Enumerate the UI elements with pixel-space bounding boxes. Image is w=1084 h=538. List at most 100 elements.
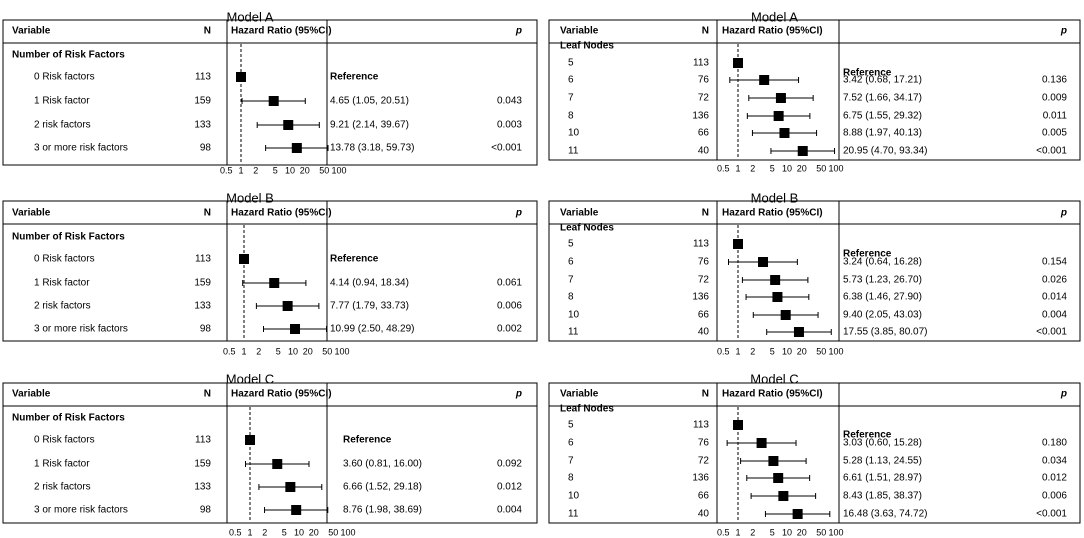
- x-tick-label: 20: [309, 527, 319, 537]
- header-variable: Variable: [560, 389, 599, 400]
- panel-frame: [2, 382, 538, 524]
- x-tick-label: 2: [256, 346, 261, 356]
- hazard-ratio-point: [285, 482, 296, 492]
- x-tick-label: 20: [797, 527, 807, 537]
- hr-ci-text: 6.66 (1.52, 29.18): [343, 482, 422, 493]
- reference-label: Reference: [843, 430, 892, 441]
- forest-panel: Model A Variable N Hazard Ratio (95%CI) p Num…: [2, 10, 538, 175]
- x-tick-label: 20: [300, 165, 310, 175]
- x-tick-label: 100: [828, 527, 843, 537]
- reference-label: Reference: [843, 249, 892, 260]
- x-tick-label: 2: [750, 346, 755, 356]
- x-tick-label: 2: [750, 527, 755, 537]
- hazard-ratio-point: [290, 324, 301, 334]
- hazard-ratio-point: [268, 96, 279, 106]
- x-tick-label: 0.5: [717, 163, 730, 173]
- row-label: 5: [568, 420, 574, 431]
- x-tick-label: 0.5: [717, 527, 730, 537]
- panel-frame: [548, 382, 1081, 524]
- hr-ci-text: 4.65 (1.05, 20.51): [330, 96, 409, 107]
- forest-panel: Model B Variable N Hazard Ratio (95%CI) p Num…: [2, 191, 538, 356]
- hr-ci-text: 13.78 (3.18, 59.73): [330, 143, 415, 154]
- p-value: 0.011: [1043, 111, 1068, 122]
- x-tick-label: 5: [770, 346, 775, 356]
- p-value: 0.154: [1042, 257, 1067, 268]
- row-label: 3 or more risk factors: [34, 324, 128, 335]
- p-value: 0.136: [1042, 75, 1067, 86]
- x-tick-label: 100: [331, 165, 346, 175]
- hazard-ratio-point: [768, 456, 779, 466]
- hr-ci-text: 8.88 (1.97, 40.13): [843, 128, 922, 139]
- hazard-ratio-point: [793, 327, 804, 337]
- reference-label: Reference: [330, 72, 379, 83]
- row-label: 6: [568, 438, 574, 449]
- group-label: Number of Risk Factors: [12, 50, 125, 61]
- row-n: 133: [194, 482, 211, 493]
- header-p: p: [515, 26, 522, 37]
- hazard-ratio-point: [239, 254, 249, 264]
- header-hazard-ratio: Hazard Ratio (95%CI): [231, 389, 332, 400]
- hr-ci-text: 8.76 (1.98, 38.69): [343, 505, 422, 516]
- group-label: Leaf Nodes: [560, 223, 614, 234]
- panel-frame: [548, 19, 1081, 161]
- row-label: 11: [568, 146, 579, 157]
- x-tick-label: 100: [340, 527, 355, 537]
- row-n: 76: [698, 438, 710, 449]
- hr-ci-text: 8.43 (1.85, 38.37): [843, 491, 922, 502]
- row-label: 0 Risk factors: [34, 254, 95, 265]
- row-n: 159: [194, 278, 211, 289]
- hr-ci-text: 9.40 (2.05, 43.03): [843, 310, 922, 321]
- header-n: N: [204, 389, 211, 400]
- p-value: 0.014: [1042, 292, 1067, 303]
- hazard-ratio-point: [733, 239, 743, 249]
- p-value: 0.006: [1042, 491, 1067, 502]
- hr-ci-text: 16.48 (3.63, 74.72): [843, 509, 928, 520]
- row-n: 136: [692, 292, 709, 303]
- row-n: 66: [698, 491, 710, 502]
- header-n: N: [702, 208, 709, 219]
- hr-ci-text: 3.42 (0.68, 17.21): [843, 75, 922, 86]
- group-label: Number of Risk Factors: [12, 413, 125, 424]
- row-label: 0 Risk factors: [34, 435, 95, 446]
- x-tick-label: 1: [241, 346, 246, 356]
- row-n: 66: [698, 128, 710, 139]
- header-variable: Variable: [12, 26, 51, 37]
- row-n: 113: [195, 72, 211, 83]
- row-n: 98: [200, 143, 212, 154]
- row-n: 136: [692, 473, 709, 484]
- hazard-ratio-point: [269, 278, 280, 288]
- hazard-ratio-point: [756, 438, 767, 448]
- row-n: 133: [194, 120, 211, 131]
- hazard-ratio-point: [759, 75, 770, 85]
- x-tick-label: 2: [262, 527, 267, 537]
- header-hazard-ratio: Hazard Ratio (95%CI): [722, 389, 823, 400]
- x-tick-label: 20: [797, 163, 807, 173]
- x-tick-label: 100: [334, 346, 349, 356]
- hr-ci-text: 4.14 (0.94, 18.34): [330, 278, 409, 289]
- row-n: 72: [698, 93, 710, 104]
- hr-ci-text: 3.24 (0.64, 16.28): [843, 257, 922, 268]
- row-label: 8: [568, 111, 574, 122]
- row-label: 2 risk factors: [34, 482, 91, 493]
- hazard-ratio-point: [780, 310, 791, 320]
- row-label: 10: [568, 310, 580, 321]
- forest-panel: Model B Variable N Hazard Ratio (95%CI) p Lea…: [548, 191, 1081, 356]
- row-n: 98: [200, 505, 212, 516]
- x-tick-label: 5: [770, 163, 775, 173]
- header-variable: Variable: [12, 389, 51, 400]
- x-tick-label: 1: [735, 527, 740, 537]
- hazard-ratio-point: [272, 459, 283, 469]
- x-tick-label: 50: [816, 527, 826, 537]
- x-tick-label: 5: [770, 527, 775, 537]
- x-tick-label: 0.5: [223, 346, 236, 356]
- p-value: 0.043: [497, 96, 522, 107]
- x-tick-label: 100: [828, 346, 843, 356]
- header-hazard-ratio: Hazard Ratio (95%CI): [231, 208, 332, 219]
- header-p: p: [1060, 208, 1067, 219]
- x-tick-label: 50: [328, 527, 338, 537]
- hr-ci-text: 6.75 (1.55, 29.32): [843, 111, 922, 122]
- forest-panel: Model A Variable N Hazard Ratio (95%CI) p Lea…: [548, 10, 1081, 173]
- header-variable: Variable: [12, 208, 51, 219]
- header-hazard-ratio: Hazard Ratio (95%CI): [231, 26, 332, 37]
- x-tick-label: 1: [238, 165, 243, 175]
